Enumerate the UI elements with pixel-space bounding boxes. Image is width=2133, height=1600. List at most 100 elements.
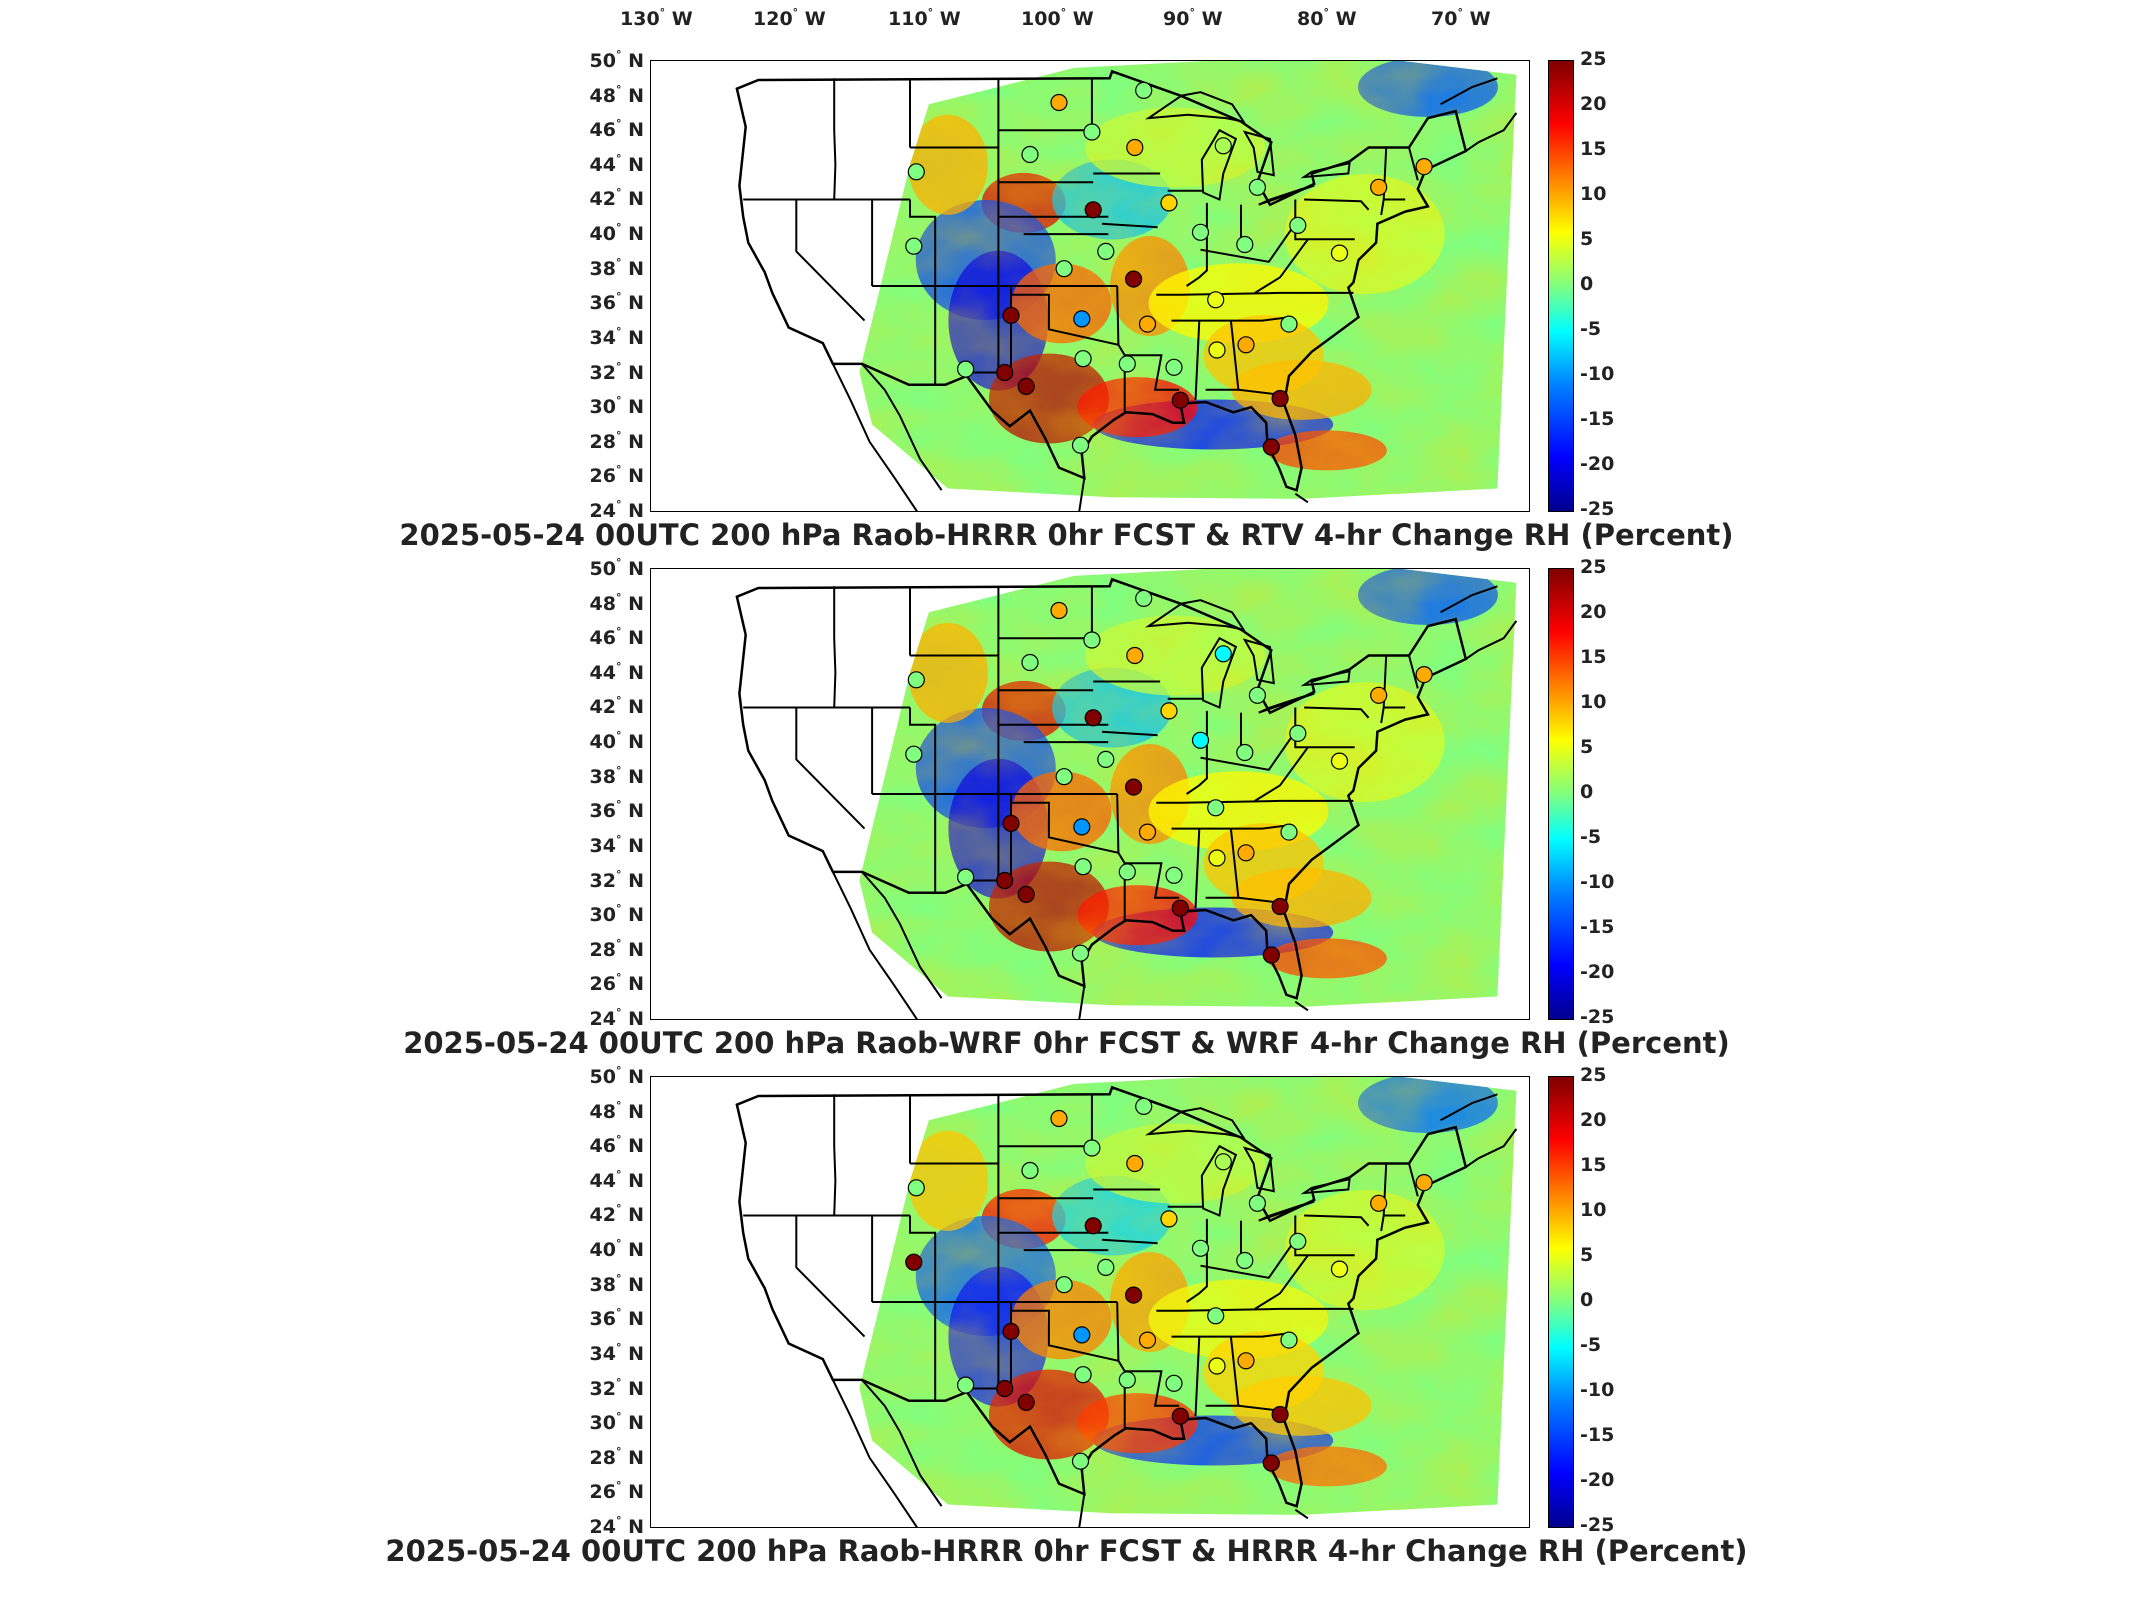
raob-marker [1191,223,1210,241]
lake-outline [1144,1107,1246,1140]
raob-marker [1208,1357,1226,1375]
raob-marker [1415,157,1433,176]
lon-label: 70° W [1431,6,1491,30]
lat-label: 40° N [589,221,644,246]
colorbar-tick-label: 25 [1580,556,1607,578]
raob-marker [1097,242,1115,260]
raob-marker [1271,389,1289,408]
conus-outline [735,69,1468,492]
boundary-line [1380,1163,1388,1232]
raob-marker [1071,944,1090,962]
colorbar-tick-label: -20 [1580,961,1615,983]
lon-label: 100° W [1021,6,1094,30]
boundary-line [1200,731,1297,771]
raob-marker [1050,1109,1068,1128]
lat-label: 26° N [589,463,644,488]
lat-label: 36° N [589,290,644,315]
colorbar-tick-label: 15 [1580,138,1607,160]
boundary-line [833,78,837,200]
boundary-line [1440,585,1498,614]
raob-marker [1207,799,1225,817]
colorbar-tick-label: 10 [1580,691,1607,713]
raob-marker [1084,201,1102,219]
raob-marker [1262,1454,1280,1472]
lat-label: 28° N [589,936,644,961]
lake-outline [1258,692,1315,714]
boundary-line [1440,77,1498,106]
lat-label: 46° N [589,625,644,650]
lat-label: 48° N [589,590,644,615]
raob-marker [1370,1194,1388,1212]
rh-map [735,569,1518,1019]
boundary-line [833,586,837,708]
raob-marker [1171,391,1189,409]
colorbar-tick-label: 0 [1580,1289,1594,1311]
raob-marker [905,745,923,763]
boundary-line [1380,655,1388,724]
colorbar [1548,568,1574,1020]
colorbar-tick-label: 0 [1580,273,1594,295]
boundary-line [1304,706,1370,719]
lat-label: 24° N [589,498,644,522]
lat-label: 26° N [589,971,644,996]
raob-marker [1055,768,1073,786]
lat-label: 40° N [589,1237,644,1262]
boundary-line [1440,1093,1498,1122]
boundary-line [1465,620,1518,660]
lake-outline [1300,161,1351,179]
raob-marker [1262,946,1280,964]
boundary-line [1254,238,1309,294]
raob-marker [1083,631,1101,649]
boundary-line [1294,707,1355,749]
colorbar-tick-label: -10 [1580,1379,1615,1401]
boundary-line [1078,1493,1086,1527]
boundary-line [909,707,937,893]
raob-marker [907,1179,925,1197]
colorbar-tick-label: 0 [1580,781,1594,803]
boundary-line [1011,293,1119,346]
lat-label: 50° N [589,1064,644,1088]
raob-marker [1248,178,1267,196]
raob-marker [1073,818,1091,836]
colorbar-tick-label: -25 [1580,1006,1615,1028]
lake-outline [1200,636,1238,709]
raob-marker [1135,589,1153,607]
boundary-line [832,1379,918,1527]
raob-marker [1055,260,1073,278]
lat-label: 26° N [589,1479,644,1504]
raob-marker [1097,1258,1115,1276]
boundary-line [795,1215,866,1338]
colorbar-tick-label: 5 [1580,736,1594,758]
map-frame [650,60,1530,512]
raob-marker [957,868,975,886]
boundary-line [1408,1163,1419,1197]
boundary-line [1200,223,1297,263]
colorbar-tick-label: -15 [1580,916,1615,938]
raob-marker [1135,81,1153,99]
raob-marker [1160,1210,1178,1228]
raob-marker [1248,1194,1267,1212]
boundary-line [1294,1215,1355,1257]
colorbar-tick-label: -5 [1580,826,1602,848]
raob-marker [996,871,1014,890]
lake-outline [1144,599,1246,632]
lat-label: 34° N [589,832,644,857]
raob-marker [1074,1366,1092,1384]
raob-marker [996,363,1014,382]
raob-marker [1125,1286,1143,1304]
raob-marker [1002,814,1020,832]
lon-label: 90° W [1163,6,1223,30]
map-frame [650,1076,1530,1528]
raob-marker [1160,702,1178,720]
lat-label: 38° N [589,763,644,788]
lat-label: 34° N [589,324,644,349]
boundary-line [795,707,866,830]
colorbar-tick-label: -10 [1580,871,1615,893]
boundary-line [1294,1000,1309,1012]
boundary-line [1380,147,1388,216]
raob-marker [1138,823,1157,841]
raob-marker [1214,645,1232,663]
raob-marker [1083,1139,1101,1157]
boundary-line [861,871,943,999]
colorbar [1548,1076,1574,1528]
